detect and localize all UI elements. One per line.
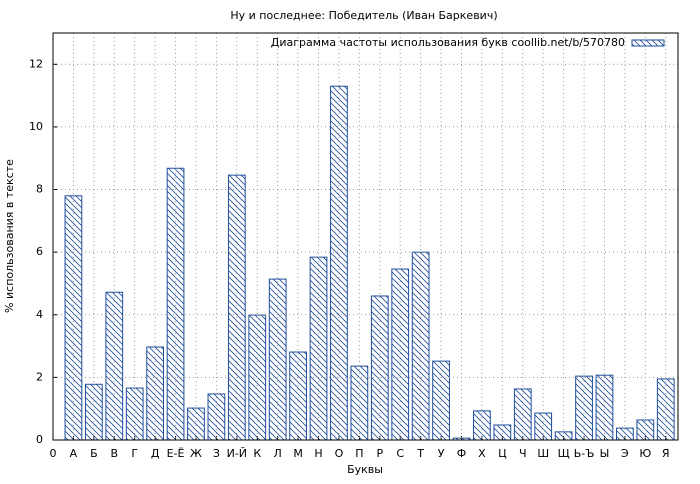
bar [493,424,512,440]
bar [616,427,634,440]
bar [125,387,144,440]
y-tick-label: 10 [29,120,43,133]
x-tick-label: Щ [558,447,570,460]
bar [370,295,389,440]
x-tick-label: Г [131,447,138,460]
x-tick-label: Р [376,447,383,460]
y-tick-label: 0 [36,433,43,446]
x-tick-label: У [438,447,445,460]
y-tick-label: 2 [36,370,43,383]
x-tick-label: М [293,447,303,460]
y-tick-label: 8 [36,183,43,196]
x-tick-label: Ш [537,447,549,460]
bar [187,407,205,440]
bar [289,351,307,440]
x-tick-label: О [335,447,344,460]
y-axis-label: % использования в тексте [3,159,16,313]
y-tick-label: 12 [29,57,43,70]
x-tick-label: П [355,447,363,460]
x-tick-label: Ц [498,447,507,460]
x-tick-label: Ф [457,447,466,460]
legend-swatch [631,39,665,47]
bar [84,383,103,440]
x-tick-label: Н [314,447,322,460]
bar [350,365,369,440]
x-tick-label: Б [90,447,98,460]
x-tick-label: Э [621,447,629,460]
bar [105,291,124,440]
x-tick-label: Л [274,447,282,460]
bar [166,167,185,440]
bar [411,251,430,440]
chart-title: Ну и последнее: Победитель (Иван Баркеви… [230,9,497,22]
x-tick-label: Я [662,447,670,460]
bar [595,374,614,440]
bar [513,388,532,440]
x-tick-label: Ю [639,447,651,460]
bar [330,85,348,440]
x-tick-label: В [111,447,119,460]
x-tick-label: З [213,447,220,460]
x-tick-label: Д [151,447,160,460]
x-axis-label: Буквы [347,463,383,476]
x-tick-label: Ь-Ъ [574,447,595,460]
x-tick-label: А [70,447,78,460]
y-tick-label: 4 [36,308,43,321]
y-tick-label: 6 [36,245,43,258]
plot-area [64,85,675,440]
x-tick-label: К [253,447,261,460]
bar [309,256,328,440]
x-tick-label: Х [478,447,486,460]
x-tick-label: Ч [519,447,527,460]
x-tick-label: Т [416,447,424,460]
x-tick-label: 0 [50,447,57,460]
legend-label: Диаграмма частоты использования букв coo… [271,36,625,49]
bar [432,360,450,440]
bar [227,174,246,440]
x-tick-label: Ы [600,447,610,460]
bar [268,278,287,440]
x-tick-label: С [396,447,404,460]
x-tick-label: И-Й [227,447,247,460]
x-tick-label: Ж [190,447,202,460]
bar [391,268,410,440]
plot-frame [52,32,679,441]
x-tick-label: Е-Ё [167,447,185,460]
